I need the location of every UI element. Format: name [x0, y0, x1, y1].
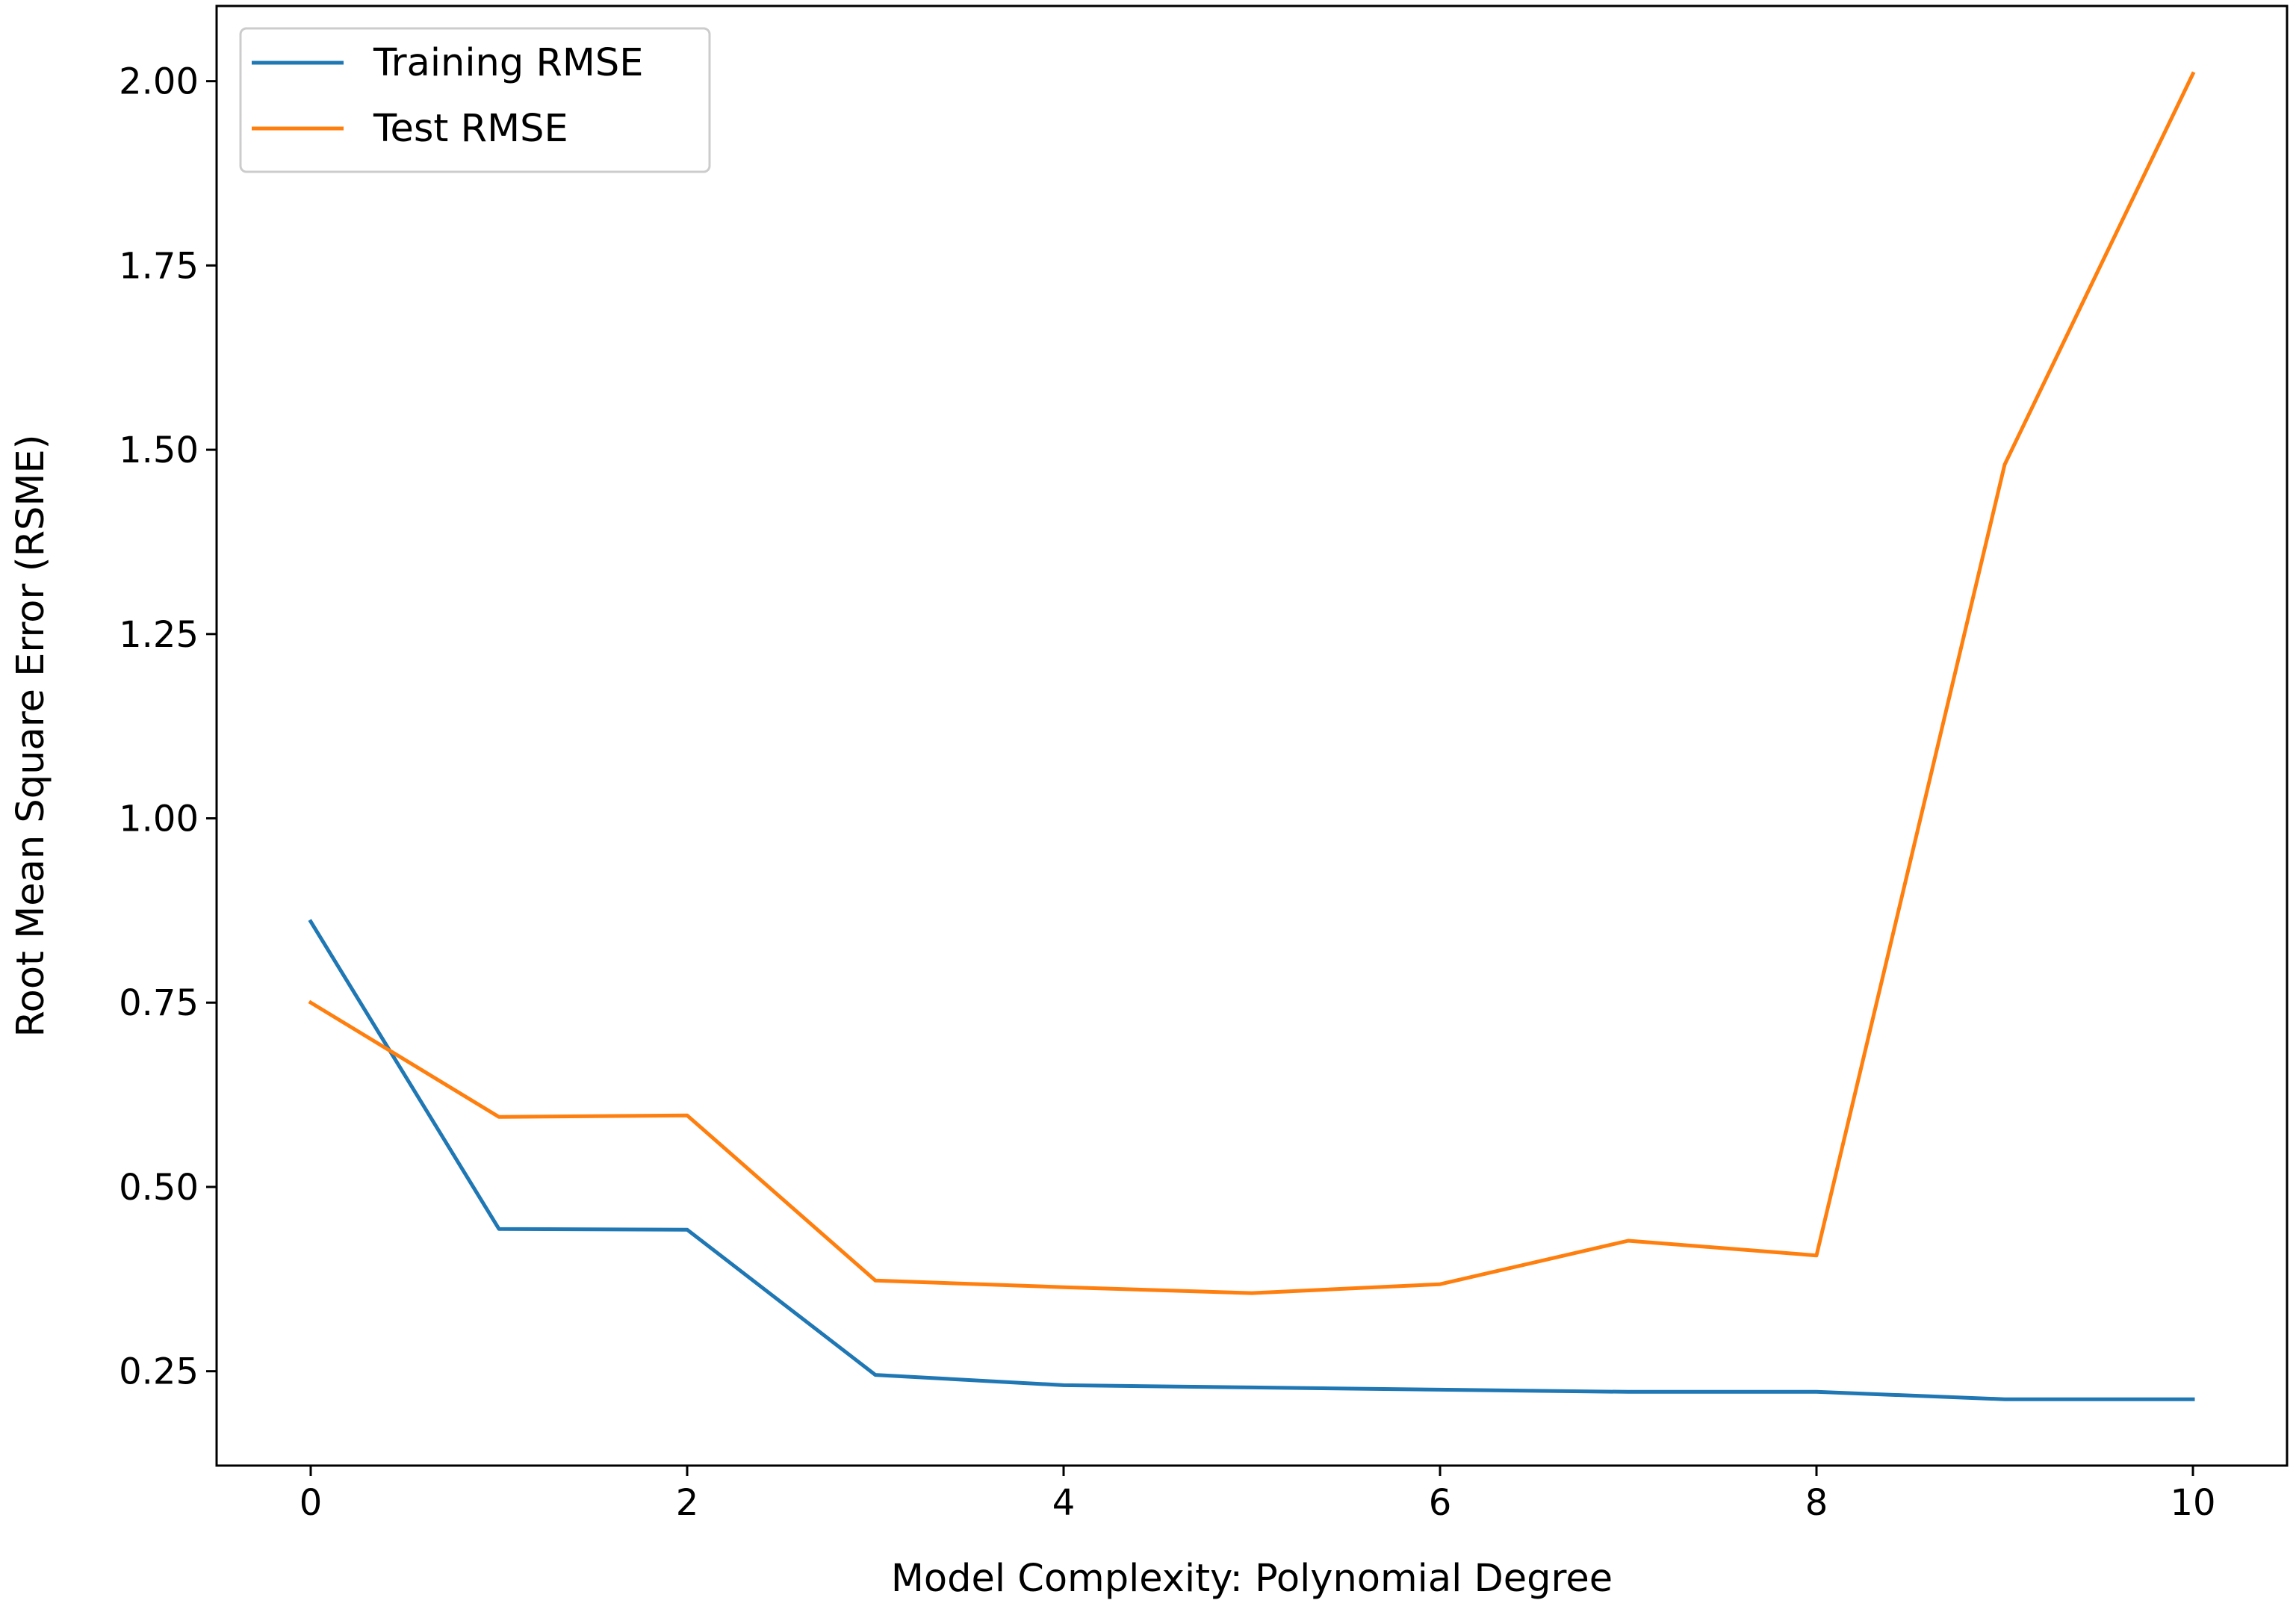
x-tick-label: 8	[1805, 1482, 1828, 1524]
x-tick-label: 6	[1429, 1482, 1452, 1524]
plot-frame	[215, 4, 2289, 1467]
y-axis-label: Root Mean Square Error (RSME)	[9, 434, 53, 1037]
series-line-2	[308, 71, 2196, 1295]
series-line-1	[308, 919, 2195, 1401]
x-tick-label: 2	[676, 1482, 699, 1524]
y-tick-label: 1.25	[119, 614, 199, 656]
y-tick-label: 1.75	[119, 245, 199, 287]
x-axis-ticks: 0 2 4 6 8 10	[300, 1466, 2216, 1524]
legend-label-2: Test RMSE	[373, 107, 568, 151]
y-tick-label: 0.25	[119, 1351, 199, 1393]
x-tick-label: 4	[1052, 1482, 1076, 1524]
legend: Training RMSE Test RMSE	[239, 27, 711, 173]
y-tick-label: 0.50	[119, 1167, 199, 1209]
y-tick-label: 1.50	[119, 430, 199, 471]
series-layer	[308, 71, 2196, 1401]
legend-label-1: Training RMSE	[373, 41, 643, 85]
y-axis-ticks: 0.25 0.50 0.75 1.00 1.25 1.50 1.75 2.00	[119, 61, 217, 1393]
x-axis-label: Model Complexity: Polynomial Degree	[891, 1557, 1613, 1601]
y-tick-label: 0.75	[119, 982, 199, 1024]
x-tick-label: 10	[2170, 1482, 2215, 1524]
x-tick-label: 0	[300, 1482, 323, 1524]
y-tick-label: 2.00	[119, 61, 199, 103]
legend-box	[239, 27, 711, 173]
y-tick-label: 1.00	[119, 799, 199, 840]
